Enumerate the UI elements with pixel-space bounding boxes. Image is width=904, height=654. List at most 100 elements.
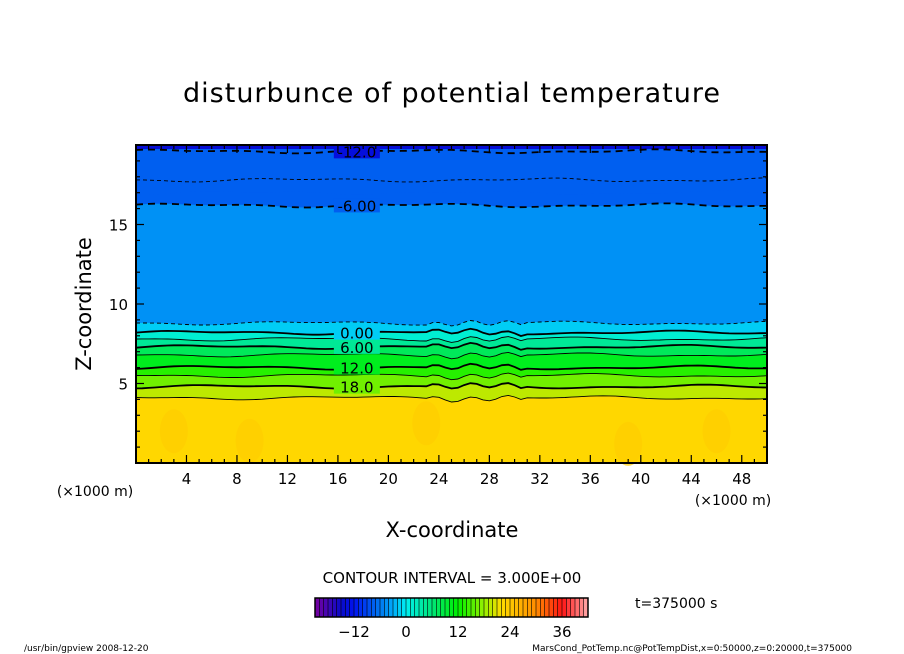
fill-blotch (235, 418, 264, 463)
x-tick-label: 12 (278, 470, 297, 488)
colorbar-cell (531, 598, 537, 617)
x-axis-label: X-coordinate (386, 518, 519, 542)
colorbar-tick-label: 12 (448, 623, 467, 641)
contour-label-bg (333, 339, 380, 354)
contour-line (135, 336, 768, 343)
x-tick-label: 8 (232, 470, 242, 488)
colorbar-tick-label: 36 (552, 623, 571, 641)
x-tick-label: 36 (581, 470, 600, 488)
colorbar-cell (471, 598, 476, 617)
colorbar-frame (314, 597, 589, 618)
colorbar-cell (349, 598, 355, 617)
colorbar-cell (358, 598, 363, 617)
contour-label-bg (333, 144, 380, 159)
colorbar-cell (583, 598, 589, 617)
colorbar-cell (562, 598, 567, 617)
footer-left: /usr/bin/gpview 2008-12-20 (24, 644, 149, 654)
colorbar-cell (384, 598, 389, 617)
colorbar-cell (514, 598, 519, 617)
colorbar-cell (362, 598, 368, 617)
contour-line (135, 394, 768, 403)
contour-label-bg (333, 379, 380, 394)
colorbar-cell (423, 598, 428, 617)
colorbar-cell (341, 598, 346, 617)
colorbar-cell (484, 598, 489, 617)
colorbar-cell (549, 598, 554, 617)
colorbar-cell (388, 598, 394, 617)
x-tick-label: 16 (328, 470, 347, 488)
colorbar-cell (518, 598, 524, 617)
colorbar-cell (527, 598, 532, 617)
colorbar-cell (380, 598, 385, 617)
contour-label: 12.0 (340, 360, 373, 378)
colorbar-cell (315, 598, 320, 617)
colorbar-cell (393, 598, 398, 617)
colorbar-cell (570, 598, 576, 617)
colorbar-tick-label: −12 (338, 623, 370, 641)
x-axis-unit: (×1000 m) (57, 484, 133, 500)
contour-label-bg (333, 360, 380, 375)
colorbar-cell (492, 598, 498, 617)
colorbar-cell (475, 598, 480, 617)
y-axis-unit: (×1000 m) (695, 493, 771, 509)
x-tick-label: 40 (631, 470, 650, 488)
contour-line (136, 177, 768, 183)
colorbar-cell (458, 598, 463, 617)
colorbar-cell (466, 598, 472, 617)
fill-blotch (614, 421, 643, 466)
colorbar-cell (436, 598, 441, 617)
colorbar-cell (536, 598, 541, 617)
x-tick-label: 32 (530, 470, 549, 488)
contour-line (135, 351, 768, 360)
colorbar-cell (575, 598, 580, 617)
colorbar-tick-label: 24 (500, 623, 519, 641)
colorbar-cell (449, 598, 454, 617)
colorbar-cell (406, 598, 411, 617)
colorbar-cell (462, 598, 467, 617)
colorbar-tick-label: 0 (401, 623, 411, 641)
y-axis-label: Z-coordinate (72, 237, 96, 371)
footer-right: MarsCond_PotTemp.nc@PotTempDist,x=0:5000… (532, 644, 852, 654)
x-tick-label: 20 (379, 470, 398, 488)
fill-blotch (159, 409, 188, 454)
colorbar-cell (367, 598, 372, 617)
colorbar-cell (540, 598, 545, 617)
colorbar-cell (336, 598, 342, 617)
colorbar-cell (401, 598, 407, 617)
colorbar-cell (579, 598, 584, 617)
x-tick-label: 48 (732, 470, 751, 488)
contour-line (135, 341, 768, 351)
colorbar-cell (414, 598, 420, 617)
contour-line (135, 362, 767, 371)
colorbar-cell (445, 598, 450, 617)
y-tick-label: 15 (109, 217, 128, 235)
y-tick-label: 5 (118, 376, 128, 394)
colorbar-cell (354, 598, 359, 617)
colorbar-cell (479, 598, 485, 617)
chart-title: disturbunce of potential temperature (183, 78, 721, 109)
colorbar-cell (566, 598, 571, 617)
contour-label-bg (333, 325, 380, 340)
contour-label-bg (333, 198, 380, 213)
contour-line (135, 372, 768, 381)
colorbar-cell (440, 598, 446, 617)
colorbar-cell (501, 598, 506, 617)
contour-label: 6.00 (340, 339, 373, 357)
colorbar-cell (488, 598, 493, 617)
contour-interval: CONTOUR INTERVAL = 3.000E+00 (323, 569, 582, 587)
x-tick-label: 4 (182, 470, 192, 488)
contour-label: -12.0 (337, 143, 376, 161)
colorbar-cell (510, 598, 515, 617)
colorbar-cell (328, 598, 333, 617)
colorbar-cell (419, 598, 424, 617)
x-tick-label: 24 (429, 470, 448, 488)
colorbar-cell (345, 598, 350, 617)
fill-blotch (702, 409, 731, 454)
colorbar-cell (453, 598, 459, 617)
x-tick-label: 28 (480, 470, 499, 488)
colorbar-cell (427, 598, 433, 617)
colorbar-cell (319, 598, 324, 617)
contour-line (135, 148, 768, 155)
